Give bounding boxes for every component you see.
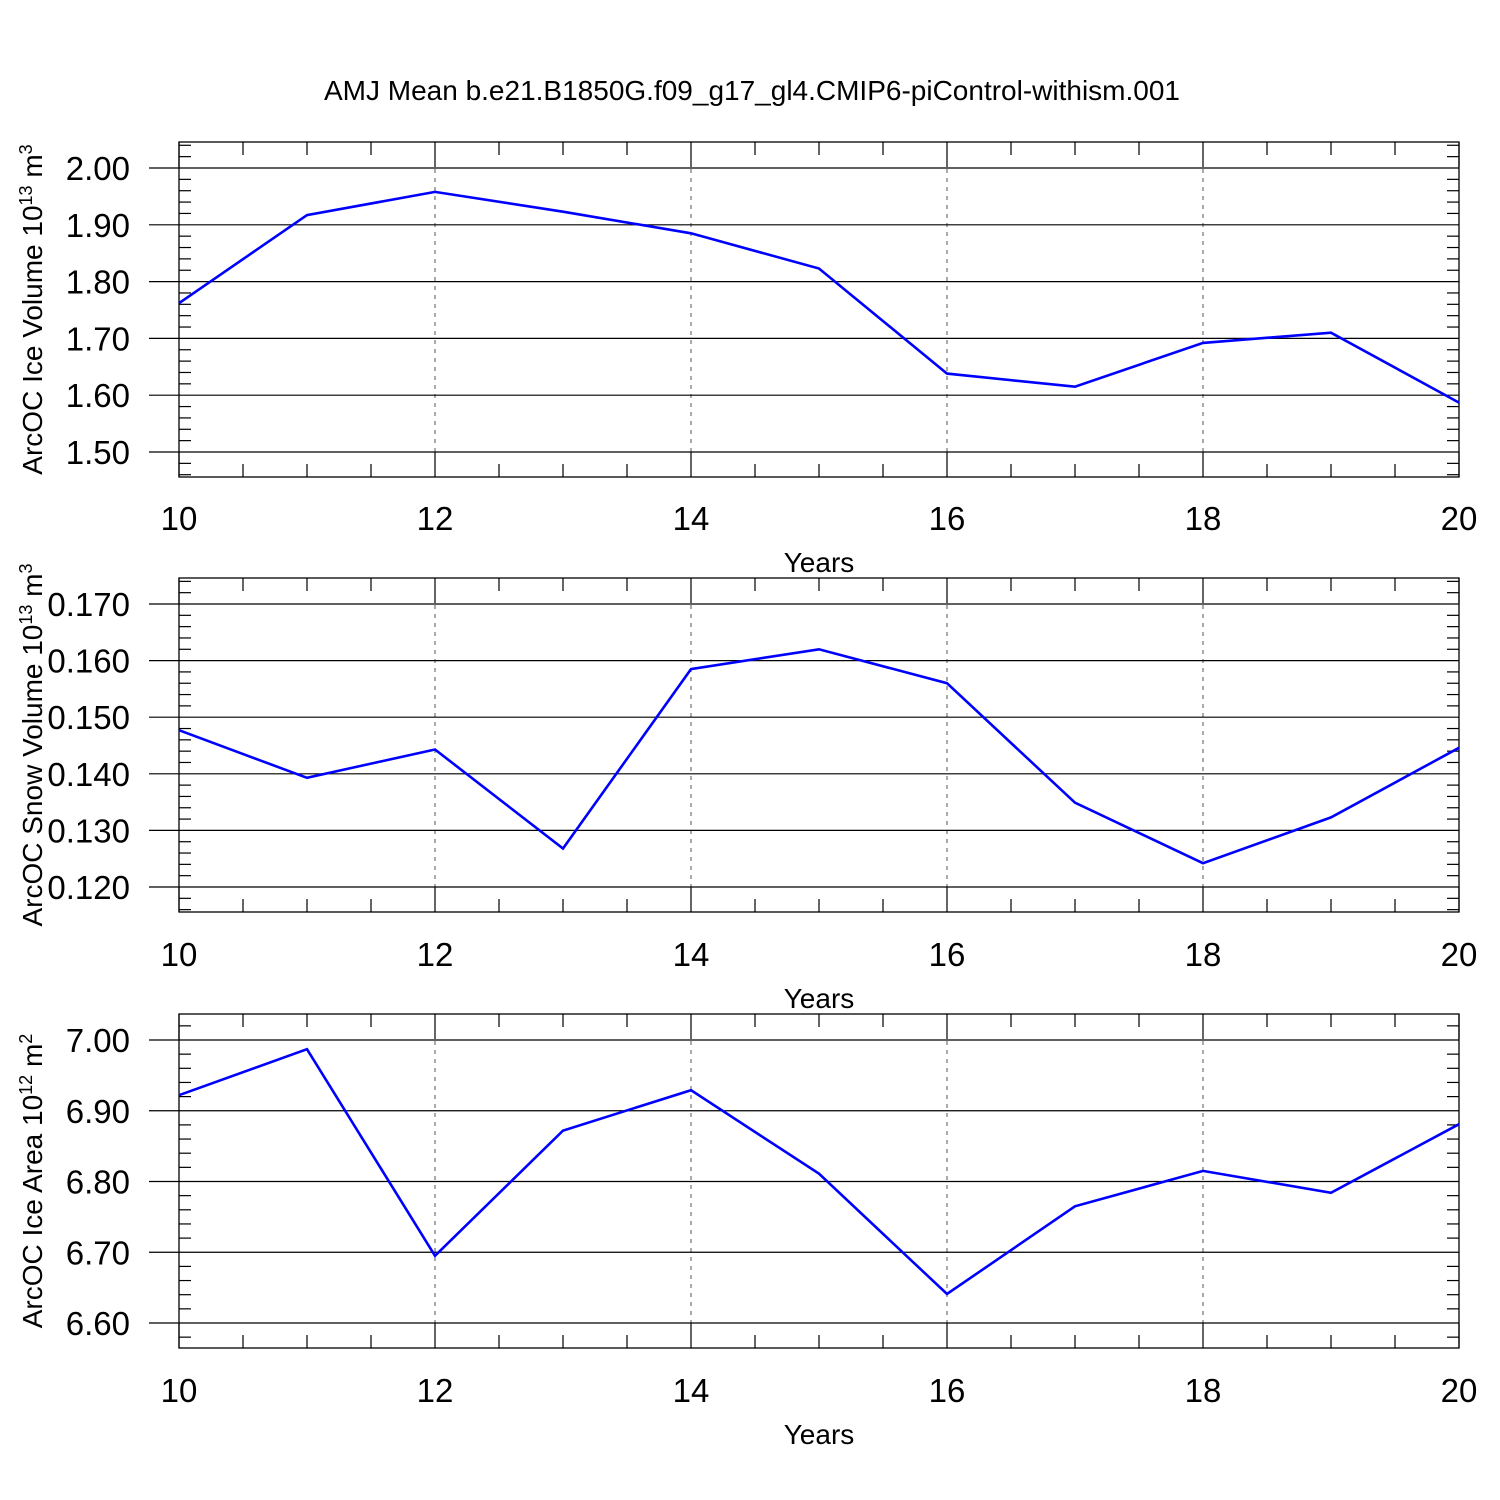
y-tick-label: 6.90 <box>66 1093 130 1130</box>
y-axis-title-text: ArcOC Snow Volume 10 <box>17 625 48 927</box>
y-tick-label: 0.120 <box>47 869 130 906</box>
y-axis-title-unit-exponent: 2 <box>16 1034 36 1044</box>
panel-1: 1.50 1.60 1.70 1.80 1.90 2.00 10 12 14 16 18 20 Year… <box>16 141 1478 578</box>
x-tick-label: 20 <box>1441 1372 1478 1409</box>
y-axis-title-unit-exponent: 3 <box>16 144 36 154</box>
y-tick-label: 1.90 <box>66 207 130 244</box>
y-tick-label: 2.00 <box>66 150 130 187</box>
x-tick-label: 10 <box>161 1372 198 1409</box>
y-tick-label: 1.60 <box>66 377 130 414</box>
y-axis-title-exponent: 13 <box>16 185 36 205</box>
y-tick-label: 1.80 <box>66 264 130 301</box>
x-tick-label: 14 <box>673 500 710 537</box>
y-tick-label: 6.60 <box>66 1305 130 1342</box>
x-tick-label: 18 <box>1185 1372 1222 1409</box>
y-axis-title-text: ArcOC Ice Area 10 <box>17 1095 48 1328</box>
y-tick-label: 6.70 <box>66 1234 130 1271</box>
y-axis-title-unit-exponent: 3 <box>16 563 36 573</box>
y-axis-title: ArcOC Ice Volume 1013 m3 <box>16 144 48 474</box>
panel-2: 0.120 0.130 0.140 0.150 0.160 0.170 10 12 14 16 18… <box>16 563 1477 1014</box>
x-axis-title: Years <box>784 547 855 578</box>
series-line-1 <box>178 647 1460 865</box>
y-axis-title-unit: m <box>17 573 48 604</box>
panels: 1.50 1.60 1.70 1.80 1.90 2.00 10 12 14 16 18 20 Year… <box>16 141 1478 1450</box>
y-tick-label: 0.130 <box>47 812 130 849</box>
x-tick-label: 16 <box>929 500 966 537</box>
panel-3: 6.60 6.70 6.80 6.90 7.00 10 12 14 16 18 20 Years Arc… <box>16 1013 1478 1450</box>
y-tick-label: 6.80 <box>66 1164 130 1201</box>
y-tick-label: 0.140 <box>47 756 130 793</box>
x-tick-label: 18 <box>1185 936 1222 973</box>
y-tick-label: 7.00 <box>66 1022 130 1059</box>
y-tick-label: 0.150 <box>47 699 130 736</box>
x-tick-label: 12 <box>417 936 454 973</box>
y-tick-label: 1.50 <box>66 434 130 471</box>
x-tick-label: 14 <box>673 936 710 973</box>
y-axis-title-text: ArcOC Ice Volume 10 <box>17 205 48 474</box>
y-tick-label: 0.160 <box>47 643 130 680</box>
y-tick-label: 0.170 <box>47 586 130 623</box>
y-axis-title-unit: m <box>17 1044 48 1075</box>
y-axis-title: ArcOC Ice Area 1012 m2 <box>16 1034 48 1329</box>
x-tick-label: 10 <box>161 936 198 973</box>
x-tick-label: 10 <box>161 500 198 537</box>
x-tick-label: 14 <box>673 1372 710 1409</box>
y-tick-label: 1.70 <box>66 320 130 357</box>
y-axis-title-exponent: 12 <box>16 1075 36 1095</box>
x-tick-label: 12 <box>417 1372 454 1409</box>
x-tick-label: 16 <box>929 1372 966 1409</box>
x-tick-label: 20 <box>1441 500 1478 537</box>
x-axis-title: Years <box>784 983 855 1014</box>
y-axis-title: ArcOC Snow Volume 1013 m3 <box>16 563 48 926</box>
figure-title: AMJ Mean b.e21.B1850G.f09_g17_gl4.CMIP6-… <box>324 75 1180 106</box>
x-tick-label: 16 <box>929 936 966 973</box>
series-line-1 <box>178 1047 1460 1296</box>
x-tick-label: 20 <box>1441 936 1478 973</box>
y-axis-title-unit: m <box>17 154 48 185</box>
x-tick-label: 18 <box>1185 500 1222 537</box>
x-tick-label: 12 <box>417 500 454 537</box>
y-axis-title-exponent: 13 <box>16 605 36 625</box>
x-axis-title: Years <box>784 1419 855 1450</box>
series-line-1 <box>178 190 1460 404</box>
